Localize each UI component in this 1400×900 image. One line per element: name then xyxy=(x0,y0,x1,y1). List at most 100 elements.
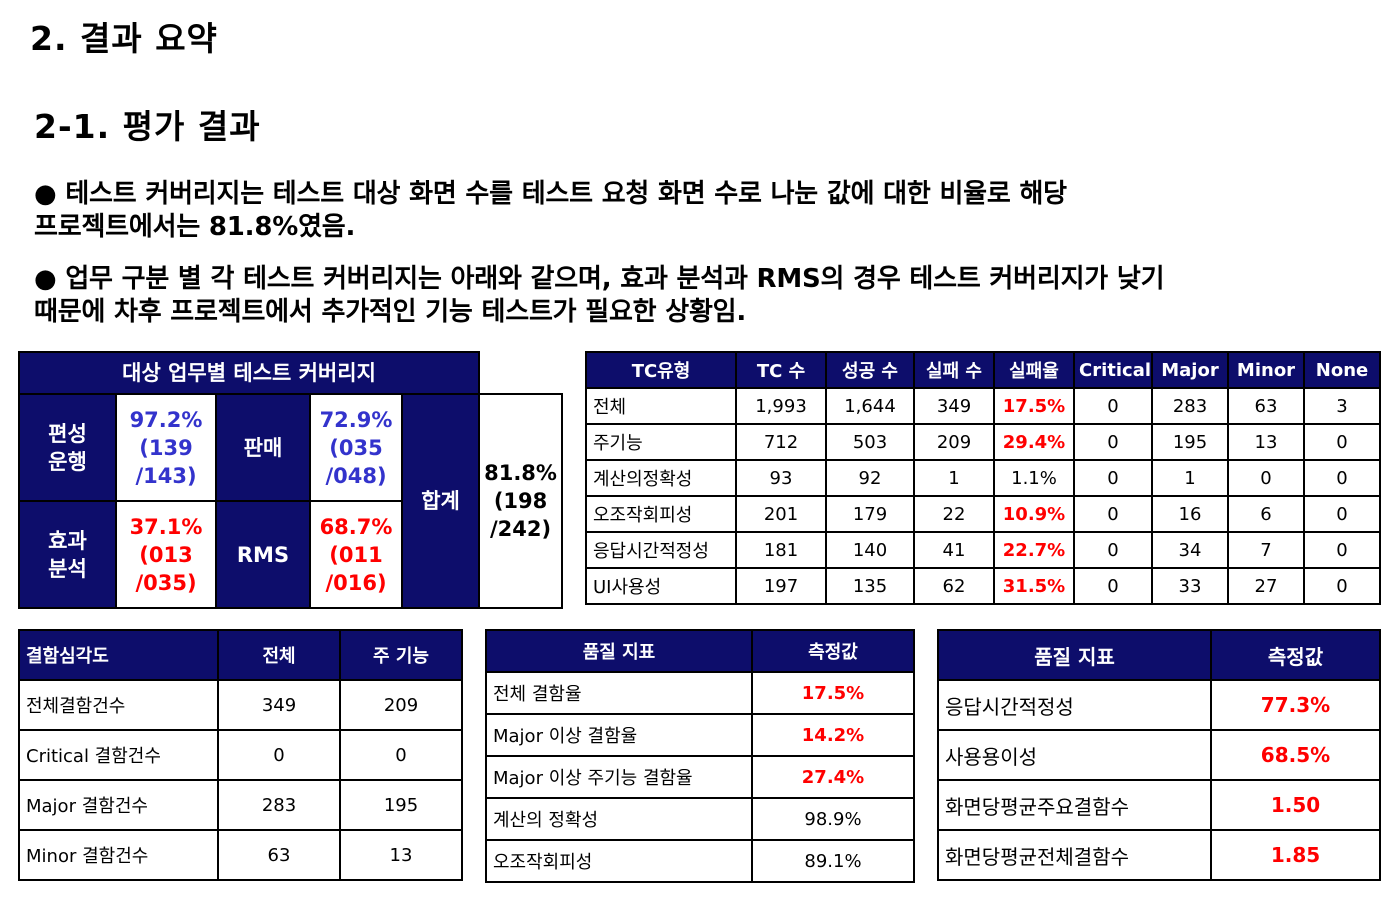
tc-cell: 283 xyxy=(1151,387,1229,425)
quality-2-cell: 77.3% xyxy=(1210,679,1381,731)
quality-1-cell: Major 이상 결함율 xyxy=(485,713,753,757)
quality-metrics-table-2: 품질 지표 측정값 응답시간적정성 77.3% 사용용이성 68.5% 화면당평… xyxy=(937,629,1381,881)
tc-cell: 34 xyxy=(1151,531,1229,569)
tc-cell: 0 xyxy=(1073,531,1153,569)
table-row: Major 이상 주기능 결함율 27.4% xyxy=(485,755,915,799)
tc-cell: 27 xyxy=(1227,567,1305,605)
tc-cell: 0 xyxy=(1303,423,1381,461)
coverage-value-cell: 37.1% (013/035) xyxy=(115,500,217,609)
tc-header: 성공 수 xyxy=(825,351,915,389)
severity-cell: Minor 결함건수 xyxy=(18,829,219,881)
tc-cell: 135 xyxy=(825,567,915,605)
tc-header: None xyxy=(1303,351,1381,389)
tc-cell: UI사용성 xyxy=(585,567,737,605)
bullet-1-line-1: ● 테스트 커버리지는 테스트 대상 화면 수를 테스트 요청 화면 수로 나눈… xyxy=(34,179,1067,209)
coverage-pct: 72.9% xyxy=(319,407,393,432)
bullet-1-line-2: 프로젝트에서는 81.8%였음. xyxy=(34,212,356,242)
tc-cell: 0 xyxy=(1073,387,1153,425)
tc-cell: 63 xyxy=(1227,387,1305,425)
coverage-frac: /016) xyxy=(325,570,387,595)
tc-cell: 17.5% xyxy=(993,387,1075,425)
tc-cell: 349 xyxy=(913,387,995,425)
table-row: Major 결함건수 283 195 xyxy=(18,779,463,831)
coverage-value-cell: 97.2% (139/143) xyxy=(115,393,217,502)
coverage-name-cell: 효과 분석 xyxy=(18,500,117,609)
tc-cell: 7 xyxy=(1227,531,1305,569)
tc-cell: 6 xyxy=(1227,495,1305,533)
tc-cell: 13 xyxy=(1227,423,1305,461)
table-row: 오조작회피성 89.1% xyxy=(485,839,915,883)
quality-2-cell: 응답시간적정성 xyxy=(937,679,1212,731)
coverage-name: 운행 xyxy=(48,449,87,474)
severity-cell: 283 xyxy=(217,779,341,831)
table-row: 계산의정확성 93 92 1 1.1% 0 1 0 0 xyxy=(585,459,1381,497)
tc-cell: 0 xyxy=(1303,531,1381,569)
tc-cell: 140 xyxy=(825,531,915,569)
tc-cell: 31.5% xyxy=(993,567,1075,605)
defect-severity-table: 결함심각도 전체 주 기능 전체결함건수 349 209 Critical 결함… xyxy=(18,629,463,881)
tc-cell: 16 xyxy=(1151,495,1229,533)
tc-cell: 1 xyxy=(913,459,995,497)
tc-cell: 22 xyxy=(913,495,995,533)
tc-cell: 29.4% xyxy=(993,423,1075,461)
tc-cell: 오조작회피성 xyxy=(585,495,737,533)
subsection-heading: 2-1. 평가 결과 xyxy=(34,107,261,146)
tc-header: Major xyxy=(1151,351,1229,389)
quality-1-cell: 98.9% xyxy=(751,797,915,841)
tc-cell: 1,993 xyxy=(735,387,827,425)
coverage-frac: (011 xyxy=(329,542,383,567)
table-row: 계산의 정확성 98.9% xyxy=(485,797,915,841)
tc-cell: 0 xyxy=(1073,495,1153,533)
severity-cell: 209 xyxy=(339,679,463,731)
coverage-name-cell: 판매 xyxy=(215,393,311,502)
quality-1-cell: 89.1% xyxy=(751,839,915,883)
quality-1-cell: 계산의 정확성 xyxy=(485,797,753,841)
coverage-table: 대상 업무별 테스트 커버리지 편성 운행 97.2% (139/143) 판매 7… xyxy=(17,351,564,609)
coverage-total-value: 81.8% (198/242) xyxy=(478,393,564,609)
severity-cell: 349 xyxy=(217,679,341,731)
tc-cell: 0 xyxy=(1073,459,1153,497)
severity-cell: 0 xyxy=(339,729,463,781)
quality-2-header: 품질 지표 xyxy=(937,629,1212,681)
coverage-blank-cell xyxy=(478,352,563,395)
severity-header: 결함심각도 xyxy=(18,629,219,681)
quality-1-cell: 전체 결함율 xyxy=(485,671,753,715)
tc-cell: 1.1% xyxy=(993,459,1075,497)
table-row: Critical 결함건수 0 0 xyxy=(18,729,463,781)
table-row: Minor 결함건수 63 13 xyxy=(18,829,463,881)
table-row: 전체결함건수 349 209 xyxy=(18,679,463,731)
tc-cell: 0 xyxy=(1227,459,1305,497)
coverage-name-cell: RMS xyxy=(215,500,311,609)
tc-cell: 712 xyxy=(735,423,827,461)
quality-2-cell: 사용용이성 xyxy=(937,729,1212,781)
quality-2-cell: 화면당평균전체결함수 xyxy=(937,829,1212,881)
tc-cell: 197 xyxy=(735,567,827,605)
tc-cell: 195 xyxy=(1151,423,1229,461)
coverage-name: 편성 xyxy=(48,421,87,446)
tc-cell: 응답시간적정성 xyxy=(585,531,737,569)
table-row: 주기능 712 503 209 29.4% 0 195 13 0 xyxy=(585,423,1381,461)
tc-cell: 전체 xyxy=(585,387,737,425)
severity-cell: Major 결함건수 xyxy=(18,779,219,831)
tc-cell: 62 xyxy=(913,567,995,605)
quality-1-cell: Major 이상 주기능 결함율 xyxy=(485,755,753,799)
tc-cell: 179 xyxy=(825,495,915,533)
severity-cell: 전체결함건수 xyxy=(18,679,219,731)
coverage-name: 판매 xyxy=(243,435,283,460)
bullet-paragraph-1: ● 테스트 커버리지는 테스트 대상 화면 수를 테스트 요청 화면 수로 나눈… xyxy=(34,178,1374,244)
quality-1-header: 품질 지표 xyxy=(485,629,753,673)
tc-cell: 0 xyxy=(1303,459,1381,497)
coverage-pct: 97.2% xyxy=(129,407,203,432)
tc-cell: 0 xyxy=(1073,423,1153,461)
coverage-pct: 37.1% xyxy=(129,514,203,539)
table-row: Major 이상 결함율 14.2% xyxy=(485,713,915,757)
tc-cell: 0 xyxy=(1303,495,1381,533)
quality-2-cell: 화면당평균주요결함수 xyxy=(937,779,1212,831)
quality-1-cell: 14.2% xyxy=(751,713,915,757)
tc-cell: 0 xyxy=(1303,567,1381,605)
tc-cell: 3 xyxy=(1303,387,1381,425)
table-row: 사용용이성 68.5% xyxy=(937,729,1381,781)
coverage-name: 효과 xyxy=(48,528,87,553)
coverage-name: RMS xyxy=(236,542,290,567)
